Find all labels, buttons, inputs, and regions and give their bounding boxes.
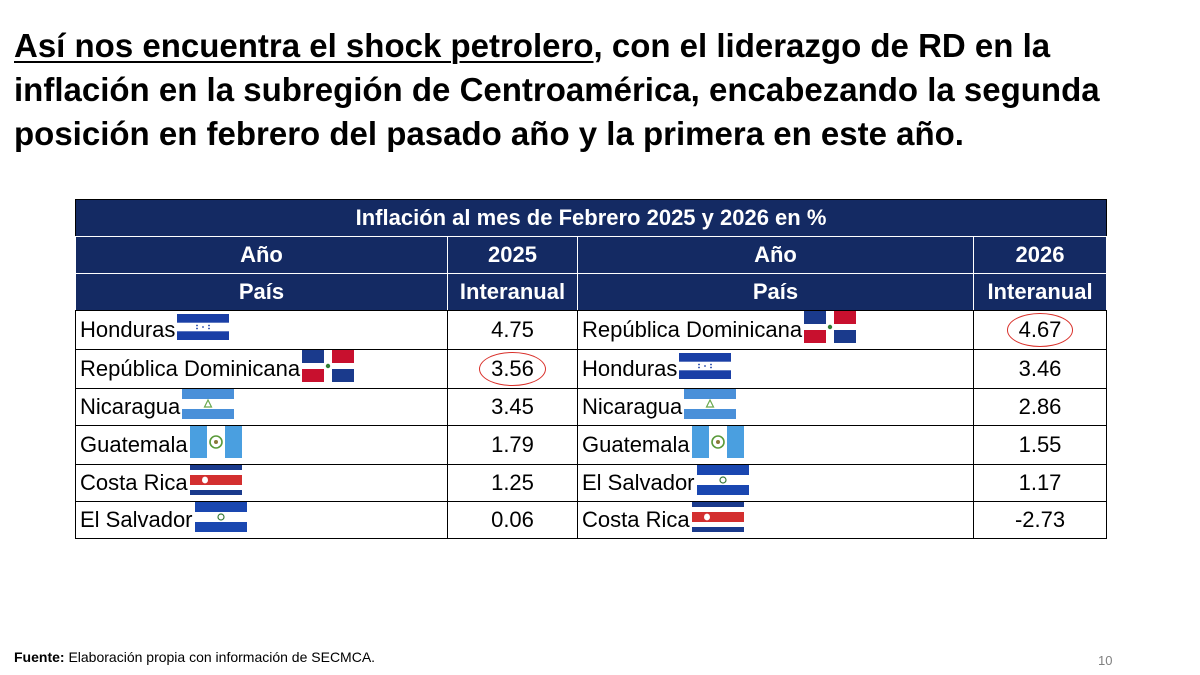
slide-title: Así nos encuentra el shock petrolero, co… (14, 24, 1184, 156)
country-cell-left: República Dominicana (75, 349, 448, 389)
table-row: Costa Rica 1.25 El Salvador 1.17 (75, 464, 1108, 502)
title-underlined: Así nos encuentra el shock petrolero (14, 27, 594, 64)
header-interannual-left: Interanual (447, 273, 578, 311)
country-name: Costa Rica (80, 470, 188, 495)
header-country-right: País (577, 273, 974, 311)
table-title-row: Inflación al mes de Febrero 2025 y 2026 … (74, 199, 1108, 237)
inflation-value: 1.79 (491, 432, 534, 457)
header-2025: 2025 (447, 236, 578, 274)
country-cell-right: República Dominicana (577, 310, 974, 350)
costa-rica-flag-icon (691, 502, 744, 538)
country-name: República Dominicana (582, 317, 803, 342)
highlighted-inflation-value: 3.56 (479, 352, 546, 386)
inflation-value-cell-right: 2.86 (972, 388, 1108, 426)
inflation-value-cell-left: 1.25 (447, 464, 578, 502)
inflation-value-cell-left: 3.56 (447, 349, 578, 389)
country-cell-right: Honduras (577, 349, 974, 389)
table-row: Nicaragua 3.45 Nicaragua 2.86 (75, 388, 1108, 426)
inflation-value: 2.86 (1018, 394, 1062, 419)
el-salvador-flag-icon (696, 465, 749, 501)
source-label: Fuente: (14, 649, 65, 665)
page-number: 10 (1098, 653, 1113, 668)
country-cell-left: Guatemala (75, 425, 448, 465)
inflation-value-cell-right: 1.55 (972, 425, 1108, 465)
country-name: República Dominicana (80, 356, 301, 381)
country-name: El Salvador (80, 507, 193, 532)
country-name: Nicaragua (582, 394, 683, 419)
inflation-value-cell-left: 4.75 (447, 310, 578, 350)
country-cell-right: Guatemala (577, 425, 974, 465)
inflation-value: 1.55 (1018, 432, 1062, 457)
el-salvador-flag-icon (194, 502, 247, 538)
country-name: Honduras (80, 317, 176, 342)
country-cell-right: Costa Rica (577, 501, 974, 539)
table-row: Honduras 4.75 República Dominicana 4.67 (75, 310, 1108, 350)
nicaragua-flag-icon (182, 389, 235, 425)
table-row: República Dominicana 3.56 Honduras 3.46 (75, 349, 1108, 389)
inflation-table: Inflación al mes de Febrero 2025 y 2026 … (74, 199, 1108, 539)
inflation-value: 0.06 (491, 507, 534, 532)
table-body: Honduras 4.75 República Dominicana 4.67 Repú… (75, 310, 1108, 539)
table-title: Inflación al mes de Febrero 2025 y 2026 … (74, 199, 1108, 237)
title-rest: , con el liderazgo de RD en la inflación… (14, 27, 1100, 152)
country-cell-left: Costa Rica (75, 464, 448, 502)
inflation-value-cell-right: 1.17 (972, 464, 1108, 502)
source-note: Fuente: Elaboración propia con informaci… (14, 649, 375, 665)
header-year-right: Año (577, 236, 974, 274)
dominican-republic-flag-icon (804, 311, 857, 349)
honduras-flag-icon (177, 314, 230, 346)
inflation-value-cell-right: 3.46 (972, 349, 1108, 389)
country-name: Guatemala (582, 432, 690, 457)
country-cell-right: El Salvador (577, 464, 974, 502)
country-name: Guatemala (80, 432, 188, 457)
country-cell-left: Nicaragua (75, 388, 448, 426)
header-row-country: País Interanual País Interanual (75, 273, 1108, 311)
country-name: El Salvador (582, 470, 695, 495)
table-row: Guatemala 1.79 Guatemala 1.55 (75, 425, 1108, 465)
inflation-value-cell-left: 1.79 (447, 425, 578, 465)
inflation-value-cell-right: 4.67 (972, 310, 1108, 350)
honduras-flag-icon (679, 353, 732, 385)
header-year-left: Año (75, 236, 448, 274)
inflation-value: 4.75 (491, 317, 534, 342)
inflation-value-cell-left: 0.06 (447, 501, 578, 539)
inflation-value: 3.45 (491, 394, 534, 419)
guatemala-flag-icon (189, 426, 242, 464)
costa-rica-flag-icon (189, 465, 242, 501)
inflation-value: 1.25 (491, 470, 534, 495)
inflation-value-cell-right: -2.73 (972, 501, 1108, 539)
country-cell-left: Honduras (75, 310, 448, 350)
header-row-year: Año 2025 Año 2026 (75, 236, 1108, 274)
nicaragua-flag-icon (684, 389, 737, 425)
inflation-value: 1.17 (1018, 470, 1062, 495)
country-cell-left: El Salvador (75, 501, 448, 539)
inflation-value: -2.73 (1014, 507, 1066, 532)
dominican-republic-flag-icon (302, 350, 355, 388)
source-text: Elaboración propia con información de SE… (64, 649, 376, 665)
inflation-value: 3.46 (1018, 356, 1062, 381)
header-2026: 2026 (972, 236, 1108, 274)
header-interannual-right: Interanual (972, 273, 1108, 311)
inflation-value-cell-left: 3.45 (447, 388, 578, 426)
country-cell-right: Nicaragua (577, 388, 974, 426)
highlighted-inflation-value: 4.67 (1006, 313, 1074, 347)
header-country-left: País (75, 273, 448, 311)
country-name: Costa Rica (582, 507, 690, 532)
country-name: Nicaragua (80, 394, 181, 419)
table-row: El Salvador 0.06 Costa Rica -2.73 (75, 501, 1108, 539)
country-name: Honduras (582, 356, 678, 381)
guatemala-flag-icon (691, 426, 744, 464)
